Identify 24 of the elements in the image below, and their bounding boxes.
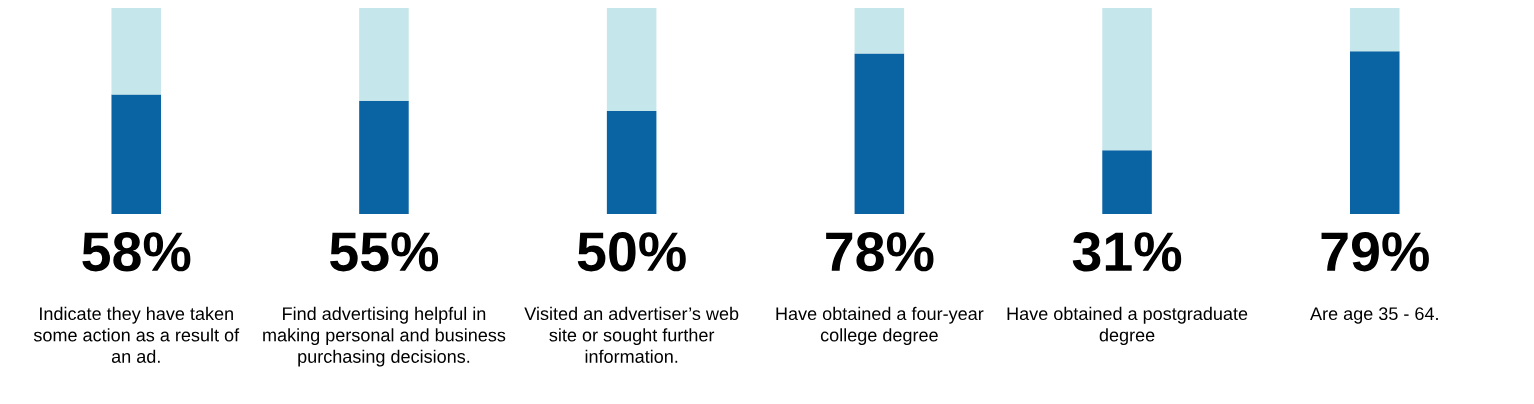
bar [1349,51,1400,215]
x-tick-label: Are age 35 - 64. [1310,307,1438,324]
bar [606,8,657,112]
bar [111,94,162,215]
x-tick-label: Have obtained a postgraduate degree [1007,306,1248,346]
bar [111,8,162,95]
bar [1102,150,1152,215]
x-tick-label: Have obtained a four-year college degree [776,306,984,346]
x-tick-label: Visited an advertiser’s web site or sought further information. [524,306,739,363]
x-tick-label: Find advertising helpful in making personal and business purchasing decisions. [263,306,506,367]
x-tick-label: Indicate they have taken some action as a result of an ad. [33,306,240,363]
data-label: 58% [82,232,191,272]
bar [359,100,409,215]
bar [854,8,905,54]
data-label: 78% [826,232,934,272]
data-label: 50% [577,232,686,272]
data-label: 31% [1072,232,1182,272]
bar [1102,8,1152,151]
data-label: 55% [330,232,439,272]
bar [1349,8,1400,52]
bar [606,111,657,215]
bar [359,8,409,101]
data-label: 79% [1321,232,1429,272]
bar [854,53,905,215]
